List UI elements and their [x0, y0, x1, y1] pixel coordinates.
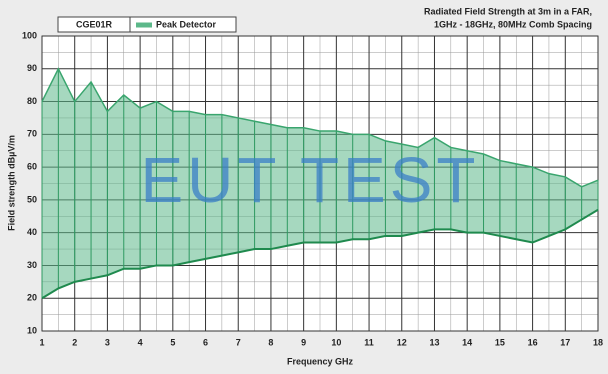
x-tick-label: 13	[429, 337, 439, 347]
y-axis-label: Field strength dBµV/m	[6, 135, 16, 231]
x-tick-label: 8	[268, 337, 273, 347]
upper-envelope	[41, 67, 599, 188]
y-tick-label: 100	[22, 30, 37, 40]
x-tick-label: 4	[138, 337, 143, 347]
y-tick-label: 10	[27, 325, 37, 335]
x-axis-label: Frequency GHz	[287, 356, 354, 366]
legend-label: Peak Detector	[156, 19, 217, 29]
x-tick-label: 14	[462, 337, 472, 347]
x-tick-label: 5	[170, 337, 175, 347]
y-tick-label: 30	[27, 260, 37, 270]
chart-title: Radiated Field Strength at 3m in a FAR,	[424, 6, 592, 16]
x-tick-label: 18	[593, 337, 603, 347]
x-tick-label: 7	[236, 337, 241, 347]
lower-envelope	[41, 208, 599, 300]
legend-title: CGE01R	[76, 19, 113, 29]
x-tick-label: 17	[560, 337, 570, 347]
x-tick-label: 3	[105, 337, 110, 347]
marks	[41, 67, 599, 300]
y-tick-label: 60	[27, 161, 37, 171]
y-tick-label: 90	[27, 63, 37, 73]
x-tick-label: 10	[331, 337, 341, 347]
y-tick-label: 70	[27, 129, 37, 139]
x-tick-label: 6	[203, 337, 208, 347]
y-tick-label: 50	[27, 194, 37, 204]
x-tick-label: 2	[72, 337, 77, 347]
y-tick-label: 40	[27, 227, 37, 237]
chart-subtitle: 1GHz - 18GHz, 80MHz Comb Spacing	[434, 19, 592, 29]
x-tick-label: 1	[39, 337, 44, 347]
watermark: EUT TEST	[140, 144, 479, 216]
x-tick-label: 11	[364, 337, 374, 347]
y-tick-label: 80	[27, 96, 37, 106]
x-tick-label: 15	[495, 337, 505, 347]
x-tick-label: 9	[301, 337, 306, 347]
x-tick-label: 16	[528, 337, 538, 347]
y-tick-label: 20	[27, 293, 37, 303]
x-tick-label: 12	[397, 337, 407, 347]
